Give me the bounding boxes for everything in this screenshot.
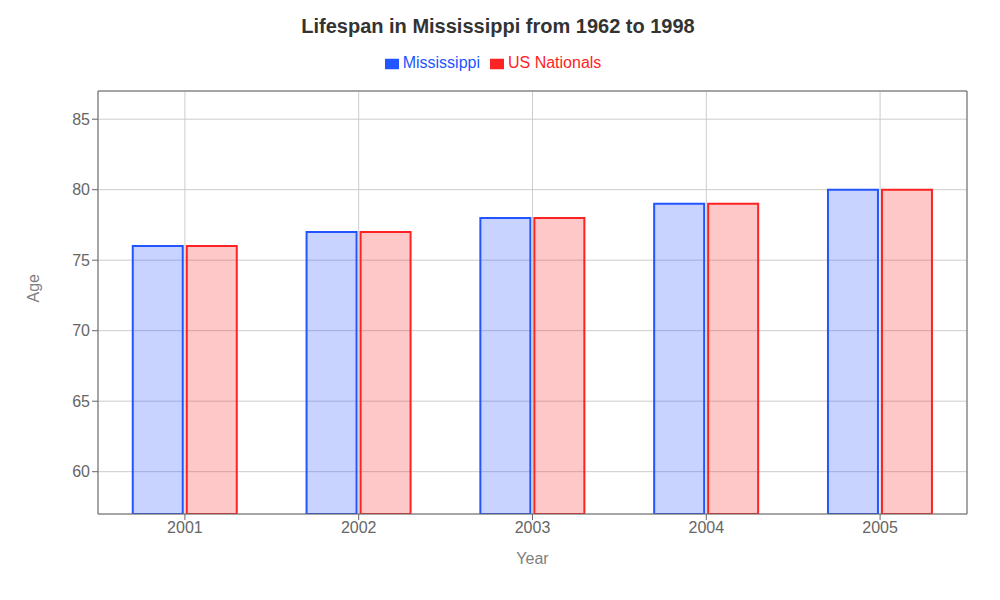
svg-text:2003: 2003 bbox=[515, 519, 551, 536]
svg-text:2005: 2005 bbox=[862, 519, 898, 536]
html-text:Mississippi: Mississippi bbox=[402, 54, 480, 71]
svg-text:2004: 2004 bbox=[689, 519, 725, 536]
svg-text:80: 80 bbox=[72, 181, 90, 198]
svg-text:2002: 2002 bbox=[341, 519, 377, 536]
svg-text:60: 60 bbox=[72, 463, 90, 480]
svg-text:85: 85 bbox=[72, 111, 90, 128]
svg-text:70: 70 bbox=[72, 322, 90, 339]
svg-text:65: 65 bbox=[72, 393, 90, 410]
html-text:US Nationals: US Nationals bbox=[508, 54, 602, 71]
svg-text:Year: Year bbox=[516, 550, 549, 567]
svg-text:75: 75 bbox=[72, 252, 90, 269]
html-text:Lifespan in Mississippi from 1: Lifespan in Mississippi from 1962 to 199… bbox=[301, 15, 695, 37]
svg-text:2001: 2001 bbox=[167, 519, 203, 536]
svg-text:Age: Age bbox=[25, 274, 42, 303]
